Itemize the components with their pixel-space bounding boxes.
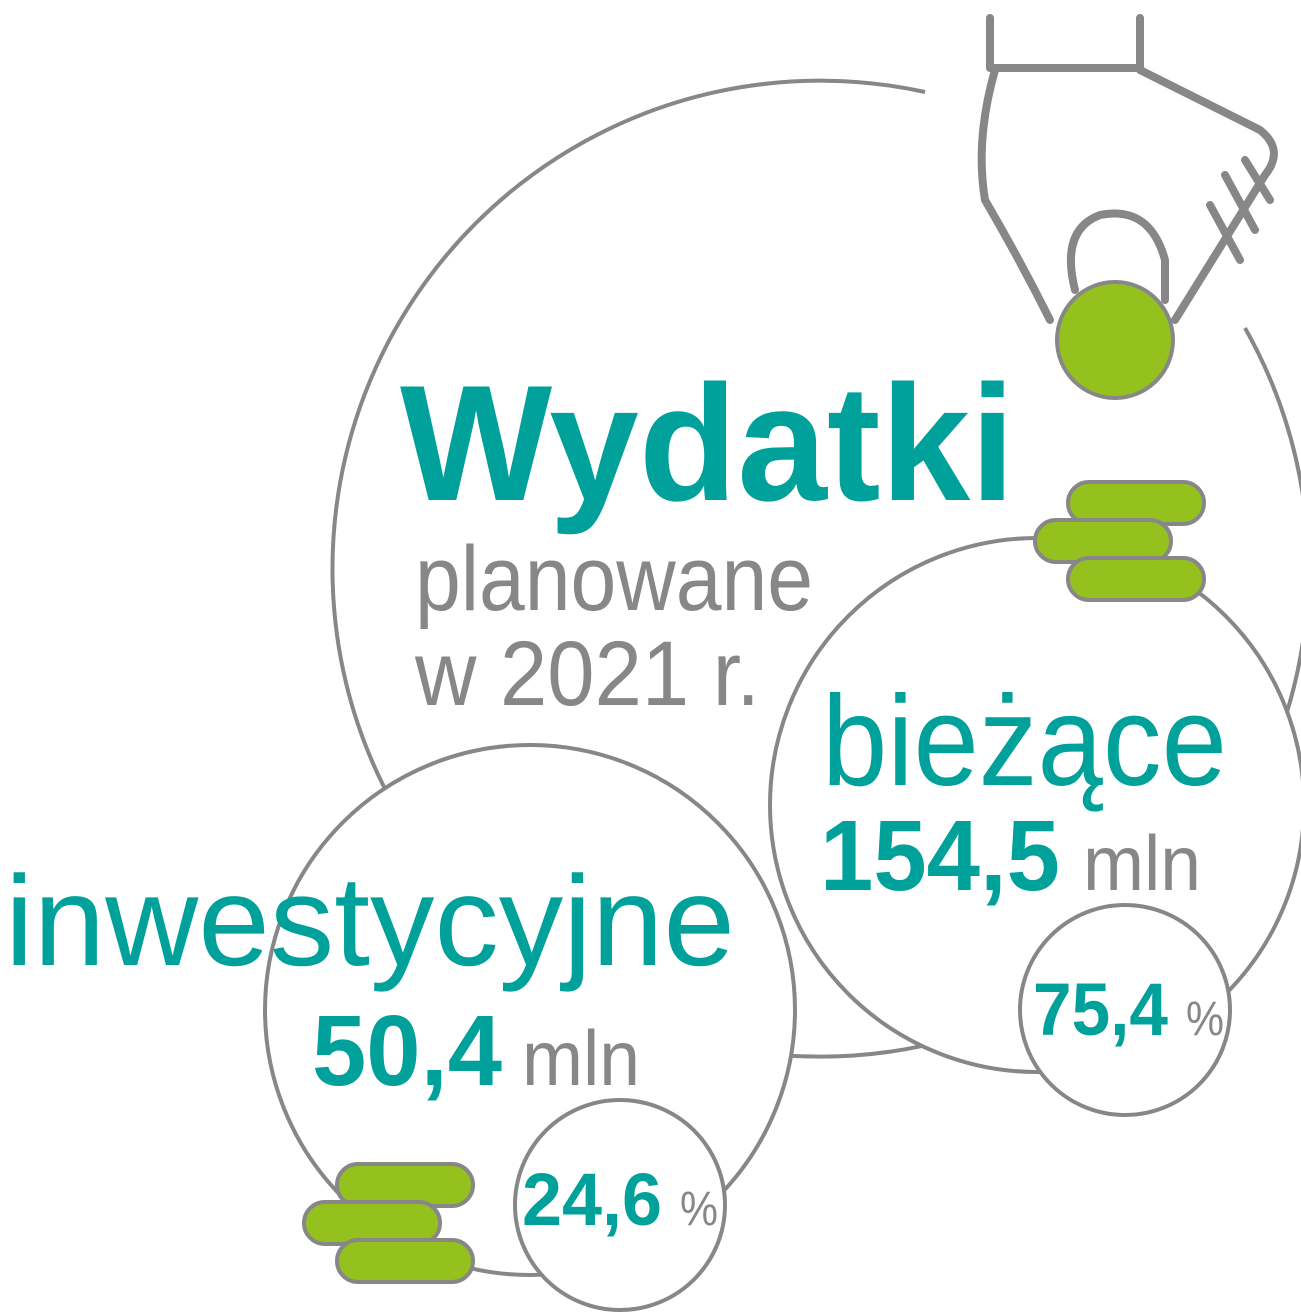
current-share-circle (1018, 903, 1232, 1117)
item-share-unit: % (1186, 993, 1224, 1046)
item-unit: mln (522, 1014, 640, 1102)
coin-stack (1033, 480, 1206, 602)
falling-coin (1055, 280, 1175, 400)
item-amount: 50,4 (312, 995, 502, 1107)
title: Wydatki (400, 351, 1015, 535)
item-label: bieżące (822, 670, 1227, 813)
investment-share-circle (513, 1098, 727, 1312)
hand (977, 14, 1278, 324)
item-share: 75,4 (1033, 968, 1168, 1051)
item-label: inwestycyjne (5, 850, 735, 993)
item-share-unit: % (680, 1183, 718, 1236)
item-share: 24,6 (522, 1158, 662, 1241)
coin-stack (302, 1162, 475, 1284)
subtitle: w 2021 r. (414, 623, 760, 725)
item-amount: 154,5 (820, 800, 1060, 912)
item-unit: mln (1083, 819, 1201, 907)
subtitle: planowane (415, 528, 813, 630)
